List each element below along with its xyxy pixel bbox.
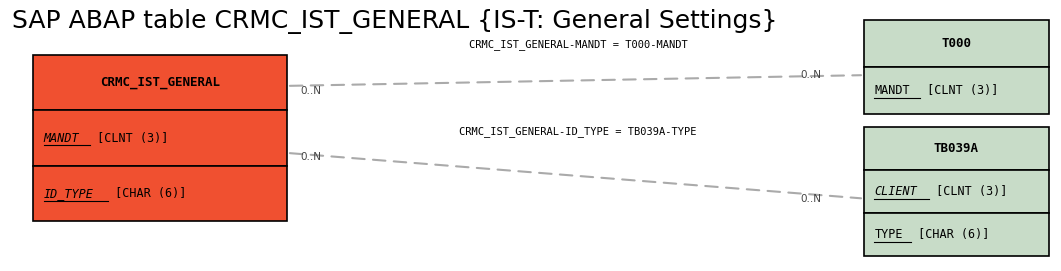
FancyBboxPatch shape [864, 127, 1049, 170]
Text: 0..N: 0..N [301, 86, 321, 96]
Text: CLIENT: CLIENT [874, 185, 917, 198]
FancyBboxPatch shape [864, 20, 1049, 67]
Text: T000: T000 [941, 37, 972, 50]
Text: 0..N: 0..N [301, 152, 321, 162]
Text: CRMC_IST_GENERAL-MANDT = T000-MANDT: CRMC_IST_GENERAL-MANDT = T000-MANDT [469, 39, 688, 50]
Text: CRMC_IST_GENERAL: CRMC_IST_GENERAL [100, 76, 220, 89]
Text: ID_TYPE: ID_TYPE [44, 187, 93, 200]
FancyBboxPatch shape [33, 55, 288, 111]
Text: [CLNT (3)]: [CLNT (3)] [920, 84, 998, 97]
Text: SAP ABAP table CRMC_IST_GENERAL {IS-T: General Settings}: SAP ABAP table CRMC_IST_GENERAL {IS-T: G… [12, 9, 778, 34]
FancyBboxPatch shape [864, 213, 1049, 256]
Text: CRMC_IST_GENERAL-ID_TYPE = TB039A-TYPE: CRMC_IST_GENERAL-ID_TYPE = TB039A-TYPE [459, 126, 697, 137]
Text: [CHAR (6)]: [CHAR (6)] [911, 228, 990, 241]
Text: [CLNT (3)]: [CLNT (3)] [89, 132, 168, 145]
FancyBboxPatch shape [864, 170, 1049, 213]
Text: MANDT: MANDT [874, 84, 910, 97]
Text: TB039A: TB039A [934, 143, 979, 155]
Text: 0..N: 0..N [800, 193, 821, 204]
FancyBboxPatch shape [864, 67, 1049, 114]
Text: TYPE: TYPE [874, 228, 903, 241]
Text: [CHAR (6)]: [CHAR (6)] [108, 187, 187, 200]
FancyBboxPatch shape [33, 111, 288, 166]
FancyBboxPatch shape [33, 166, 288, 221]
Text: 0..N: 0..N [800, 70, 821, 80]
Text: [CLNT (3)]: [CLNT (3)] [929, 185, 1008, 198]
Text: MANDT: MANDT [44, 132, 80, 145]
